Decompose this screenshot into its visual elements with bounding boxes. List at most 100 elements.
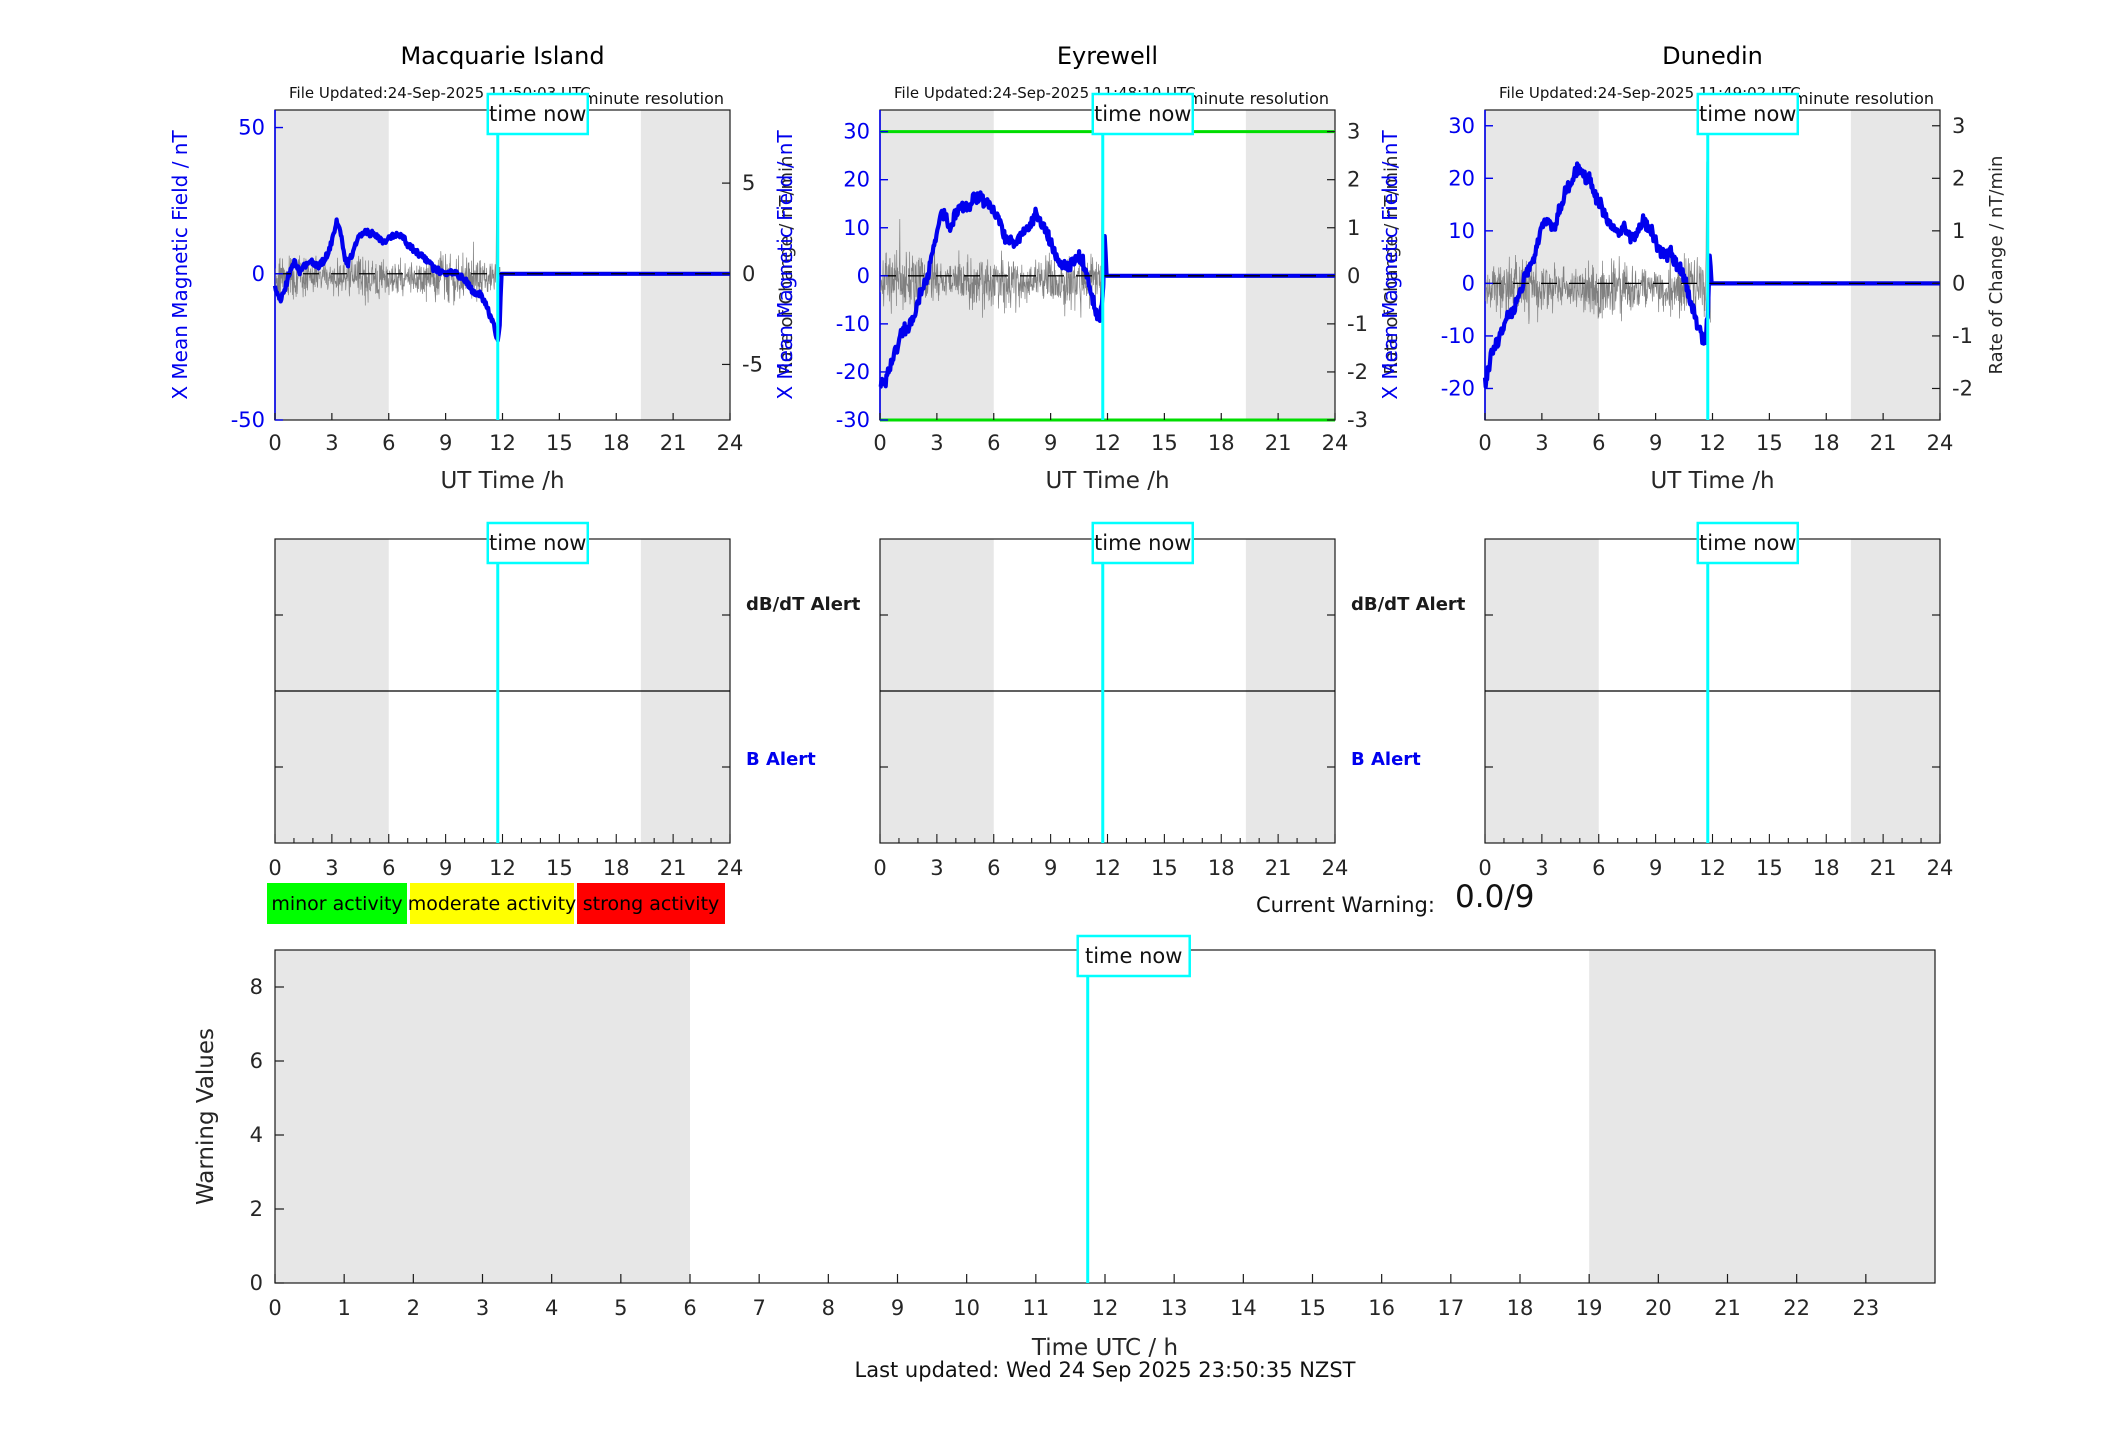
x-tick-label: 19 bbox=[1576, 1296, 1603, 1320]
y-tick-label: 2 bbox=[250, 1197, 263, 1221]
x-tick-label: 15 bbox=[1299, 1296, 1326, 1320]
x-tick-label: 18 bbox=[1813, 431, 1840, 455]
y-tick-label: 6 bbox=[250, 1049, 263, 1073]
y-tick-label: 0 bbox=[1462, 271, 1475, 295]
x-tick-label: 4 bbox=[545, 1296, 558, 1320]
alert-panel-eyrewell: 0 3 6 9 12 15 18 21 24 dB/dT Alert B Alert time now bbox=[873, 521, 1466, 880]
x-tick-label: 18 bbox=[603, 431, 630, 455]
time-now-label: time now bbox=[1085, 944, 1182, 968]
y-tick-label: -20 bbox=[836, 360, 870, 384]
x-tick-label: 3 bbox=[325, 431, 338, 455]
x-tick-label: 6 bbox=[987, 431, 1000, 455]
x-tick-label: 18 bbox=[1507, 1296, 1534, 1320]
x-tick-label: 0 bbox=[268, 431, 281, 455]
x-tick-label: 9 bbox=[1044, 856, 1057, 880]
time-now-label: time now bbox=[489, 531, 586, 555]
x-tick-label: 2 bbox=[407, 1296, 420, 1320]
x-tick-label: 24 bbox=[1322, 856, 1349, 880]
x-tick-label: 15 bbox=[1756, 856, 1783, 880]
alert-panel-dunedin: 0 3 6 9 12 15 18 21 24 time now bbox=[1478, 521, 1953, 880]
x-tick-label: 1 bbox=[337, 1296, 350, 1320]
y-tick-label: 0 bbox=[250, 1271, 263, 1295]
day-shading-band bbox=[1245, 110, 1335, 420]
right-tick-label: -1 bbox=[1347, 312, 1368, 336]
b-alert-label: B Alert bbox=[1351, 749, 1421, 770]
x-tick-label: 0 bbox=[873, 431, 886, 455]
day-shading-band bbox=[1850, 110, 1940, 420]
x-tick-label: 18 bbox=[603, 856, 630, 880]
x-tick-label: 6 bbox=[1592, 856, 1605, 880]
y-tick-label: 30 bbox=[843, 120, 870, 144]
y-tick-label: 20 bbox=[843, 168, 870, 192]
right-tick-label: 0 bbox=[742, 262, 755, 286]
y-tick-label: 50 bbox=[238, 116, 265, 140]
x-tick-label: 18 bbox=[1208, 431, 1235, 455]
x-tick-label: 3 bbox=[476, 1296, 489, 1320]
x-tick-label: 3 bbox=[1535, 431, 1548, 455]
alert-panel-macquarie-island: 0 3 6 9 12 15 18 21 24 dB/dT Alert B Alert time now bbox=[268, 521, 861, 880]
right-tick-label: -3 bbox=[1347, 408, 1368, 432]
x-tick-label: 12 bbox=[1699, 856, 1726, 880]
x-tick-label: 13 bbox=[1161, 1296, 1188, 1320]
right-tick-label: 1 bbox=[1952, 219, 1965, 243]
x-tick-label: 7 bbox=[752, 1296, 765, 1320]
x-tick-label: 12 bbox=[489, 856, 516, 880]
db-dt-alert-label: dB/dT Alert bbox=[1351, 594, 1466, 615]
station-chart-dunedin: 0 3 6 9 12 15 18 21 243020100-10-203210-1-2Duned… bbox=[1378, 42, 2007, 494]
last-updated-text: Last updated: Wed 24 Sep 2025 23:50:35 N… bbox=[854, 1358, 1356, 1382]
x-tick-label: 24 bbox=[717, 856, 744, 880]
x-tick-label: 21 bbox=[1870, 856, 1897, 880]
x-tick-label: 6 bbox=[987, 856, 1000, 880]
x-tick-label: 15 bbox=[1151, 431, 1178, 455]
chart-title: Macquarie Island bbox=[400, 42, 604, 70]
x-axis-label: Time UTC / h bbox=[1031, 1335, 1178, 1361]
x-tick-label: 12 bbox=[1699, 431, 1726, 455]
x-tick-label: 21 bbox=[1714, 1296, 1741, 1320]
x-tick-label: 12 bbox=[1092, 1296, 1119, 1320]
x-tick-label: 18 bbox=[1208, 856, 1235, 880]
b-alert-label: B Alert bbox=[746, 749, 816, 770]
right-tick-label: 5 bbox=[742, 171, 755, 195]
minute-resolution-label: minute resolution bbox=[583, 89, 724, 108]
x-tick-label: 16 bbox=[1368, 1296, 1395, 1320]
x-tick-label: 3 bbox=[325, 856, 338, 880]
rate-of-change-noise-trace bbox=[275, 179, 501, 306]
right-tick-label: 3 bbox=[1347, 120, 1360, 144]
x-tick-label: 9 bbox=[439, 856, 452, 880]
x-tick-label: 20 bbox=[1645, 1296, 1672, 1320]
time-now-box bbox=[1091, 92, 1195, 136]
left-axis-label: X Mean Magnetic Field / nT bbox=[1378, 130, 1402, 400]
time-now-box bbox=[1696, 92, 1800, 136]
time-now-box bbox=[1076, 934, 1191, 978]
x-tick-label: 9 bbox=[1044, 431, 1057, 455]
x-tick-label: 3 bbox=[1535, 856, 1548, 880]
current-warning-value: 0.0/9 bbox=[1455, 879, 1535, 915]
day-shading-band bbox=[1589, 950, 1935, 1283]
x-tick-label: 24 bbox=[1927, 431, 1954, 455]
station-chart-eyrewell: 0 3 6 9 12 15 18 21 243020100-10-20-303210-1-2-3… bbox=[773, 42, 1402, 494]
y-tick-label: 0 bbox=[857, 264, 870, 288]
legend-strong-activity: strong activity bbox=[577, 883, 725, 924]
x-tick-label: 15 bbox=[1756, 431, 1783, 455]
x-tick-label: 12 bbox=[1094, 431, 1121, 455]
x-axis-label: UT Time /h bbox=[1650, 468, 1774, 494]
right-axis-label: Rate of Change / nT/min bbox=[776, 156, 797, 375]
db-dt-alert-label: dB/dT Alert bbox=[746, 594, 861, 615]
x-tick-label: 14 bbox=[1230, 1296, 1257, 1320]
x-tick-label: 15 bbox=[546, 856, 573, 880]
minute-resolution-label: minute resolution bbox=[1188, 89, 1329, 108]
x-tick-label: 6 bbox=[683, 1296, 696, 1320]
right-tick-label: 0 bbox=[1347, 264, 1360, 288]
x-tick-label: 0 bbox=[268, 856, 281, 880]
x-tick-label: 6 bbox=[1592, 431, 1605, 455]
x-tick-label: 0 bbox=[1478, 856, 1491, 880]
right-axis-label: Rate of Change / nT/min bbox=[1986, 156, 2007, 375]
right-tick-label: -2 bbox=[1347, 360, 1368, 384]
rate-of-change-noise-trace bbox=[1485, 161, 1711, 325]
x-tick-label: 17 bbox=[1437, 1296, 1464, 1320]
x-tick-label: 9 bbox=[891, 1296, 904, 1320]
x-tick-label: 3 bbox=[930, 856, 943, 880]
right-tick-label: -2 bbox=[1952, 376, 1973, 400]
x-tick-label: 0 bbox=[268, 1296, 281, 1320]
